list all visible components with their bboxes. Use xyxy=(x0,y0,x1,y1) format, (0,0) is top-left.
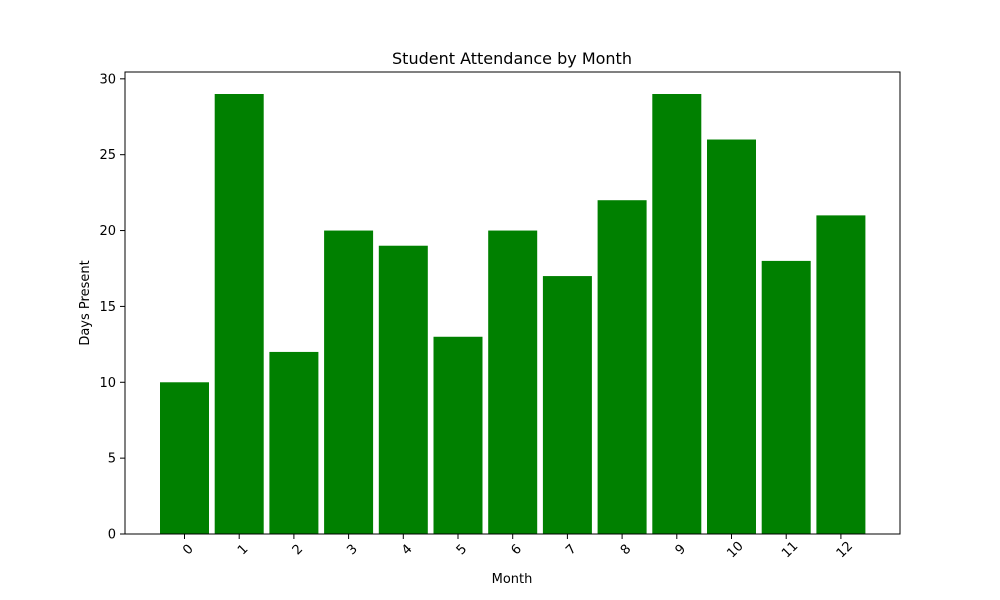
bar-7 xyxy=(542,276,592,534)
bar-2 xyxy=(269,351,319,534)
bar-11 xyxy=(761,260,811,534)
y-axis-label: Days Present xyxy=(78,260,93,345)
y-tick-label: 10 xyxy=(99,376,116,391)
bar-12 xyxy=(816,215,866,534)
y-tick-label: 0 xyxy=(108,528,116,543)
bar-10 xyxy=(707,139,756,534)
x-axis-label: Month xyxy=(492,572,533,587)
bar-1 xyxy=(214,94,264,534)
bar-0 xyxy=(160,382,209,534)
y-axis: 0 5 10 15 20 25 30 xyxy=(99,72,125,543)
plot-frame xyxy=(124,71,901,535)
bar-8 xyxy=(597,200,647,534)
y-tick-label: 5 xyxy=(108,452,116,467)
y-tick-label: 25 xyxy=(99,148,116,163)
bars-group xyxy=(160,94,866,535)
bar-4 xyxy=(378,245,428,534)
bar-5 xyxy=(433,336,483,534)
y-tick-label: 20 xyxy=(99,224,116,239)
y-tick-label: 15 xyxy=(99,300,116,315)
bar-9 xyxy=(652,94,702,534)
bar-3 xyxy=(324,230,374,535)
y-tick-label: 30 xyxy=(99,72,116,87)
chart-title: Student Attendance by Month xyxy=(392,49,632,68)
bar-6 xyxy=(488,230,538,535)
